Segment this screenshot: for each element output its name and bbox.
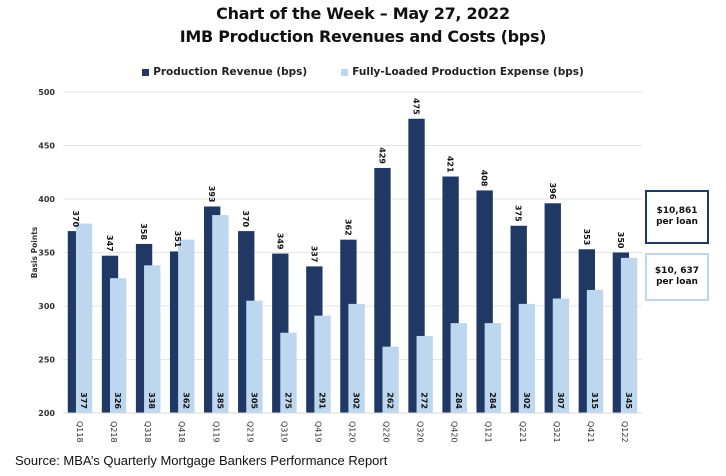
source-note: Source: MBA’s Quarterly Mortgage Bankers…: [15, 453, 388, 468]
revenue-data-label: 375: [514, 205, 523, 222]
legend-label-revenue: Production Revenue (bps): [153, 66, 308, 78]
y-tick-label: 400: [38, 195, 55, 204]
x-tick-label: Q420: [450, 421, 459, 443]
expense-data-label: 338: [147, 392, 156, 409]
expense-bar: [178, 239, 195, 413]
expense-data-label: 385: [215, 392, 224, 409]
x-tick-label: Q419: [313, 421, 322, 443]
revenue-data-label: 370: [241, 210, 250, 227]
x-tick-label: Q118: [75, 421, 84, 443]
expense-bar: [212, 215, 229, 413]
expense-bar: [246, 300, 263, 413]
revenue-data-label: 347: [105, 235, 114, 252]
revenue-data-label: 429: [377, 147, 386, 164]
x-tick-label: Q421: [586, 421, 595, 443]
expense-data-label: 326: [113, 392, 122, 409]
y-tick-label: 500: [38, 88, 55, 97]
legend-swatch-revenue: [142, 68, 150, 76]
x-tick-label: Q119: [211, 421, 220, 443]
x-tick-label: Q220: [382, 421, 391, 443]
chart-subtitle: IMB Production Revenues and Costs (bps): [179, 27, 547, 46]
y-axis-title: Basis Points: [30, 226, 39, 278]
expense-data-label: 307: [556, 392, 565, 409]
y-tick-label: 350: [38, 249, 55, 258]
x-tick-label: Q218: [109, 421, 118, 443]
expense-data-label: 275: [283, 392, 292, 409]
revenue-data-label: 350: [616, 232, 625, 249]
y-tick-label: 300: [38, 302, 55, 311]
revenue-data-label: 393: [207, 186, 216, 203]
expense-data-label: 272: [420, 392, 429, 409]
expense-bar: [586, 289, 604, 413]
legend-item-revenue: Production Revenue (bps): [142, 66, 307, 78]
x-tick-label: Q122: [620, 421, 629, 443]
expense-data-label: 284: [488, 392, 497, 409]
revenue-data-label: 351: [173, 231, 182, 248]
expense-bar: [416, 335, 433, 413]
revenue-data-label: 349: [275, 233, 284, 250]
expense-bar: [552, 298, 570, 413]
x-tick-label: Q120: [348, 421, 357, 443]
expense-bar: [144, 265, 161, 413]
expense-bar: [518, 303, 536, 413]
chart-title: Chart of the Week – May 27, 2022: [216, 4, 510, 23]
revenue-per-loan-callout: $10,861 per loan: [645, 190, 709, 244]
y-tick-label: 450: [38, 142, 55, 151]
x-tick-label: Q319: [279, 421, 288, 443]
expense-bar: [620, 257, 638, 413]
revenue-data-label: 475: [412, 98, 421, 115]
x-tick-label: Q320: [416, 421, 425, 443]
expense-bar: [314, 315, 331, 413]
x-tick-label: Q219: [245, 421, 254, 443]
revenue-data-label: 408: [480, 170, 489, 187]
expense-bar: [382, 346, 399, 413]
expense-data-label: 315: [590, 392, 599, 409]
legend: Production Revenue (bps) Fully-Loaded Pr…: [0, 66, 726, 78]
expense-bar: [110, 278, 127, 413]
expense-data-label: 305: [249, 392, 258, 409]
revenue-data-label: 362: [343, 219, 352, 236]
expense-data-label: 362: [181, 392, 190, 409]
revenue-data-label: 421: [446, 156, 455, 173]
expense-bar: [280, 332, 297, 413]
revenue-data-label: 396: [548, 183, 557, 200]
expense-bar: [450, 323, 467, 413]
legend-label-expense: Fully-Loaded Production Expense (bps): [352, 66, 584, 78]
x-tick-label: Q321: [552, 421, 561, 443]
expense-data-label: 302: [522, 392, 531, 409]
expense-data-label: 262: [386, 392, 395, 409]
expense-bar: [484, 323, 501, 413]
revenue-data-label: 370: [71, 210, 80, 227]
revenue-data-label: 358: [139, 223, 148, 240]
legend-item-expense: Fully-Loaded Production Expense (bps): [341, 66, 584, 78]
expense-data-label: 302: [352, 392, 361, 409]
expense-bar: [348, 303, 365, 413]
expense-bar: [75, 223, 93, 413]
y-tick-label: 200: [38, 409, 55, 418]
legend-swatch-expense: [341, 68, 349, 76]
x-tick-label: Q121: [484, 421, 493, 443]
expense-data-label: 377: [79, 392, 88, 409]
x-tick-label: Q318: [143, 421, 152, 443]
x-tick-label: Q418: [177, 421, 186, 443]
revenue-data-label: 337: [309, 246, 318, 263]
expense-data-label: 284: [454, 392, 463, 409]
x-tick-label: Q221: [518, 421, 527, 443]
y-tick-label: 250: [38, 356, 55, 365]
expense-data-label: 345: [624, 392, 633, 409]
expense-per-loan-callout: $10, 637 per loan: [645, 253, 709, 301]
revenue-data-label: 353: [582, 229, 591, 246]
expense-data-label: 291: [318, 392, 327, 409]
